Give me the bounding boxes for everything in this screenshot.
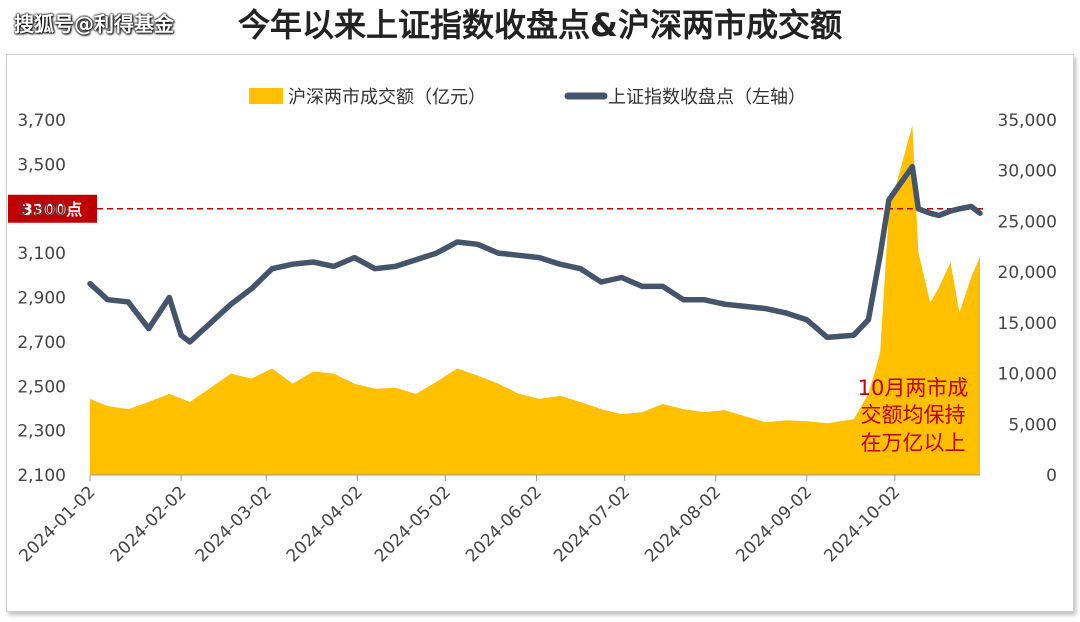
reference-layer: 3300点 [8, 194, 985, 223]
left-tick-label: 3,100 [17, 244, 66, 264]
right-tick-label: 15,000 [998, 314, 1057, 334]
annotation-line-1: 10月两市成 [858, 376, 969, 400]
x-tick-label: 2024-08-02 [641, 482, 725, 566]
legend-swatch-volume [249, 88, 283, 104]
x-tick-label: 2024-02-02 [107, 482, 191, 566]
index-line [87, 163, 983, 345]
annotation-line-3: 在万亿以上 [861, 431, 966, 455]
left-tick-label: 3,700 [17, 111, 66, 131]
legend: 沪深两市成交额（亿元） 上证指数收盘点（左轴） [249, 87, 806, 108]
right-tick-label: 30,000 [998, 162, 1057, 182]
chart-title: 今年以来上证指数收盘点&沪深两市成交额 [238, 6, 842, 44]
left-tick-label: 2,500 [17, 377, 66, 397]
left-tick-label: 2,100 [17, 466, 66, 486]
x-tick-label: 2024-01-02 [16, 482, 100, 566]
volume-area-layer [90, 125, 980, 475]
reference-label-box [8, 194, 97, 223]
left-tick-label: 3,300 [17, 200, 66, 220]
annotation-line-2: 交额均保持 [861, 403, 966, 427]
x-tick-label: 2024-05-02 [371, 482, 455, 566]
x-tick-label: 2024-09-02 [732, 482, 816, 566]
left-tick-label: 2,700 [17, 333, 66, 353]
legend-label-volume: 沪深两市成交额（亿元） [288, 87, 486, 108]
left-tick-label: 3,500 [17, 155, 66, 175]
volume-area [90, 125, 980, 475]
right-tick-label: 25,000 [998, 212, 1057, 232]
watermark: 搜狐号@利得基金 [14, 12, 174, 36]
reference-label: 3300点 [22, 200, 83, 219]
legend-label-index: 上证指数收盘点（左轴） [608, 87, 806, 108]
x-tick-label: 2024-03-02 [192, 482, 276, 566]
annotation: 10月两市成 交额均保持 在万亿以上 [858, 376, 969, 455]
left-tick-label: 2,900 [17, 289, 66, 309]
right-tick-label: 5,000 [1008, 415, 1057, 435]
right-tick-label: 35,000 [998, 111, 1057, 131]
right-tick-label: 0 [1046, 466, 1057, 486]
x-tick-label: 2024-04-02 [283, 482, 367, 566]
left-tick-label: 2,300 [17, 422, 66, 442]
right-tick-label: 10,000 [998, 365, 1057, 385]
right-tick-label: 20,000 [998, 263, 1057, 283]
x-tick-label: 2024-07-02 [550, 482, 634, 566]
x-tick-label: 2024-06-02 [462, 482, 546, 566]
index-line-layer [87, 163, 983, 345]
x-tick-label: 2024-10-02 [820, 482, 904, 566]
